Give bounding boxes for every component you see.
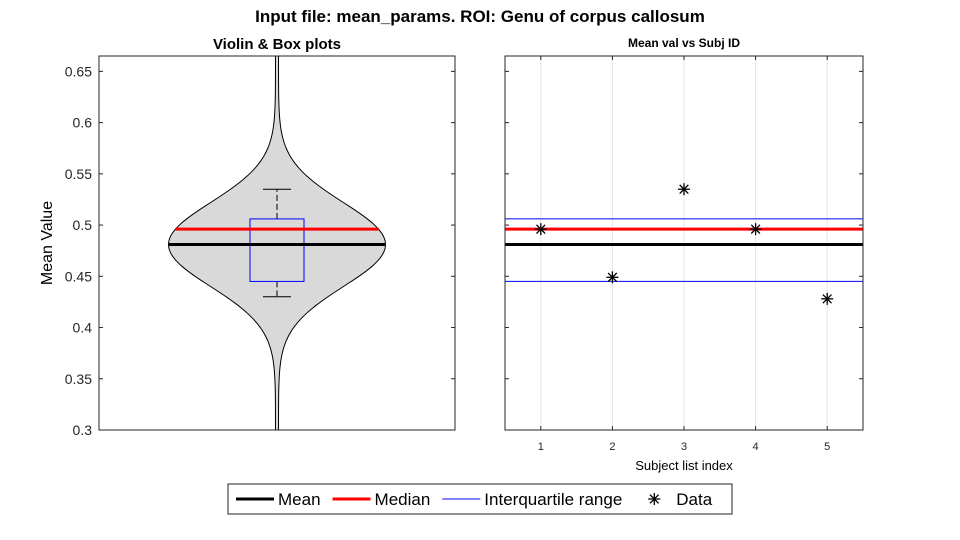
violin-ytick-label: 0.35 — [65, 371, 92, 387]
violin-y-ticks: 0.3 0.35 0.4 0.45 0.5 0.55 0.6 0.65 — [65, 63, 455, 438]
scatter-point — [821, 292, 834, 305]
scatter-point — [534, 223, 547, 236]
violin-axes-frame — [98, 55, 456, 431]
legend-item: Data — [648, 490, 713, 509]
legend-marker-asterisk — [648, 493, 661, 505]
legend-item: Interquartile range — [442, 490, 622, 509]
legend-label: Interquartile range — [484, 490, 622, 509]
legend-label: Mean — [278, 490, 321, 509]
legend-item: Mean — [236, 490, 321, 509]
violin-ytick-label: 0.3 — [73, 422, 93, 438]
violin-ytick-label: 0.65 — [65, 63, 92, 79]
scatter-title: Mean val vs Subj ID — [628, 36, 740, 50]
legend: Mean Median Interquartile range Data — [227, 483, 733, 515]
legend-label: Data — [676, 490, 712, 509]
scatter-axes: Mean val vs Subj ID 1 2 3 4 5 Subject list i… — [504, 36, 864, 473]
scatter-xlabel: Subject list index — [635, 458, 733, 473]
scatter-xtick-label: 4 — [753, 441, 759, 453]
iqr-box — [249, 218, 305, 282]
violin-ytick-label: 0.5 — [73, 217, 93, 233]
scatter-point — [749, 223, 762, 236]
scatter-x-ticks: 1 2 3 4 5 — [538, 56, 830, 453]
scatter-points — [534, 183, 834, 305]
violin-ytick-label: 0.45 — [65, 268, 92, 284]
violin-ylabel: Mean Value — [39, 201, 56, 285]
scatter-xtick-label: 3 — [681, 441, 687, 453]
legend-item: Median — [332, 490, 431, 509]
violin-axes: Violin & Box plots 0.3 0.35 0.4 0.45 0.5 0.55… — [39, 36, 456, 438]
violin-title: Violin & Box plots — [213, 36, 341, 53]
violin-ytick-label: 0.4 — [73, 320, 93, 336]
legend-items: Mean Median Interquartile range Data — [236, 490, 713, 509]
scatter-xtick-label: 2 — [609, 441, 615, 453]
scatter-point — [606, 271, 619, 284]
violin-ytick-label: 0.55 — [65, 166, 92, 182]
violin-ytick-label: 0.6 — [73, 115, 93, 131]
scatter-x-grid — [540, 56, 828, 430]
scatter-y-ticks — [505, 70, 863, 431]
scatter-point — [678, 183, 690, 196]
scatter-xtick-label: 5 — [824, 441, 830, 453]
legend-label: Median — [375, 490, 431, 509]
scatter-xtick-label: 1 — [538, 441, 544, 453]
figure-suptitle: Input file: mean_params. ROI: Genu of co… — [255, 7, 705, 26]
